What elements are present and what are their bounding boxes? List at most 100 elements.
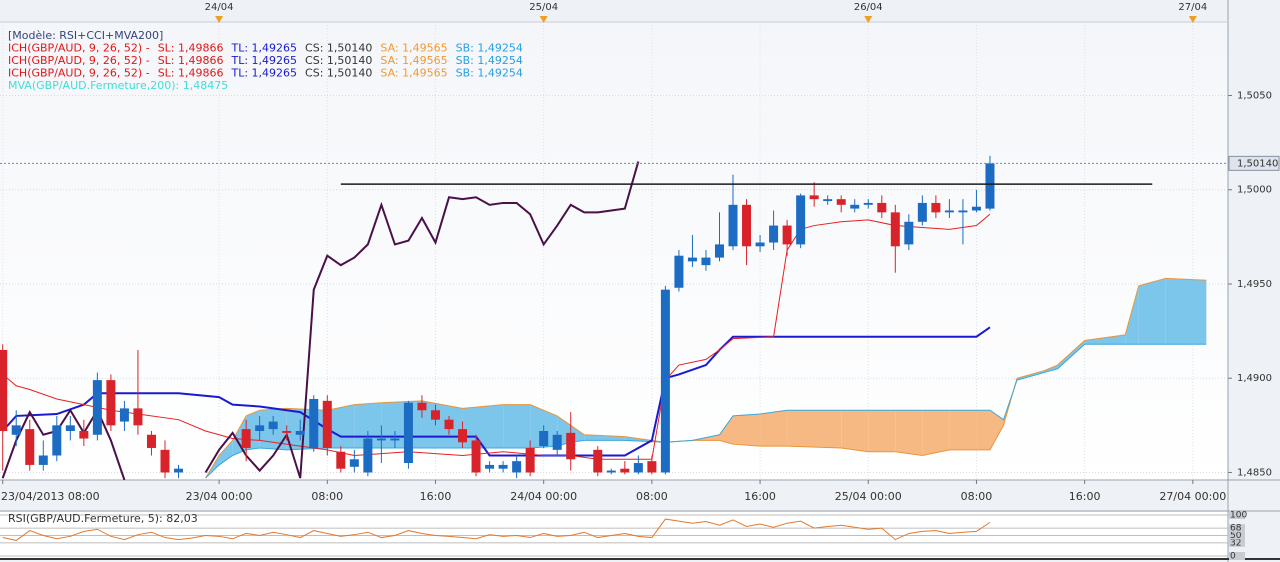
legend-line: ICH(GBP/AUD, 9, 26, 52) - SL: 1,49866 TL: … (8, 42, 523, 55)
candle-body (823, 199, 833, 202)
candle-body (349, 459, 359, 467)
plot-area (0, 155, 1228, 480)
legend-text: ICH(GBP/AUD, 9, 26, 52) - (8, 42, 150, 55)
cloud-segment (841, 410, 869, 452)
candle-body (620, 468, 630, 473)
candle-body (687, 257, 697, 262)
candle-body (363, 438, 373, 473)
indicator-legend: [Modèle: RSI+CCI+MVA200]ICH(GBP/AUD, 9, … (8, 29, 523, 92)
candle-body (512, 461, 522, 473)
candle-body (336, 451, 346, 469)
legend-text: TL: 1,49265 (231, 67, 298, 80)
candle-body (701, 257, 711, 266)
cloud-segment (462, 404, 504, 448)
legend-text: ICH(GBP/AUD, 9, 26, 52) - (8, 54, 150, 67)
candle-body (79, 430, 89, 439)
last-price-label: 1,50140 (1237, 158, 1278, 169)
legend-text: [Modèle: RSI+CCI+MVA200] (8, 29, 163, 42)
senkou-b (205, 343, 1207, 479)
candle-body (566, 432, 576, 460)
candle-body (890, 212, 900, 247)
legend-text: SB: 1,49254 (456, 42, 523, 55)
candle-body (0, 349, 8, 431)
rsi-tick-label: 0 (1230, 552, 1236, 562)
cloud-segment (949, 410, 977, 450)
rsi-line (2, 518, 991, 541)
candle-body (971, 206, 981, 211)
candle-body (282, 430, 292, 433)
cloud-segment (421, 400, 463, 448)
date-label: 27/04 (1178, 2, 1207, 13)
candle-body (458, 429, 468, 443)
legend-text: CS: 1,50140 (305, 67, 372, 80)
candle-body (92, 380, 102, 435)
legend-text: SL: 1,49866 (158, 54, 224, 67)
candle-body (444, 419, 454, 430)
x-tick-label: 16:00 (1069, 490, 1101, 503)
candle-body (146, 434, 156, 448)
candle-body (471, 440, 481, 473)
y-tick-label: 1,4950 (1237, 279, 1272, 290)
y-tick-label: 1,4850 (1237, 467, 1272, 478)
candle-body (11, 425, 21, 435)
cloud-segment (989, 410, 1004, 450)
rsi-tick-box (1229, 511, 1245, 519)
rsi-tick-box (1229, 552, 1245, 560)
legend-text: SA: 1,49565 (380, 42, 447, 55)
rsi-tick-label: 100 (1230, 511, 1247, 521)
legend-text: TL: 1,49265 (231, 42, 298, 55)
grid (0, 22, 1228, 480)
candle-body (552, 434, 562, 450)
candle-body (295, 430, 305, 435)
rsi-tick-label: 32 (1230, 538, 1241, 548)
candle-body (809, 195, 819, 200)
candle-body (498, 464, 508, 469)
candle-body (65, 425, 75, 431)
candle-body (647, 461, 657, 473)
legend-line: MVA(GBP/AUD.Fermeture,200): 1,48475 (8, 79, 228, 92)
candle-body (917, 202, 927, 222)
x-tick-label: 24/04 00:00 (510, 490, 577, 503)
cloud-segment (286, 408, 328, 450)
candle-body (38, 455, 48, 465)
candle-body (660, 289, 670, 473)
candle-body (539, 430, 549, 447)
last-price-box (1228, 155, 1280, 171)
x-tick-label: 27/04 00:00 (1159, 490, 1226, 503)
x-tick-label: 08:00 (311, 490, 343, 503)
cloud-segment (1057, 340, 1085, 369)
legend-text: SA: 1,49565 (380, 54, 447, 67)
rsi-plot (2, 518, 991, 541)
candle-body (782, 225, 792, 245)
x-tick-label: 08:00 (961, 490, 993, 503)
candle-body (322, 400, 332, 448)
candle-body (25, 429, 35, 465)
legend-line: ICH(GBP/AUD, 9, 26, 52) - SL: 1,49866 TL: … (8, 67, 523, 80)
date-marker (539, 16, 548, 23)
cloud-segment (976, 410, 990, 450)
x-tick-label: 16:00 (420, 490, 452, 503)
candle-body (119, 408, 129, 422)
cloud-segment (922, 410, 950, 456)
candle-body (836, 199, 846, 205)
cloud-segment (895, 410, 923, 456)
candle-body (525, 447, 535, 473)
candle-body (877, 202, 887, 213)
date-label: 26/04 (854, 2, 883, 13)
candle-body (904, 221, 914, 245)
legend-text: TL: 1,49265 (231, 54, 298, 67)
candle-body (796, 195, 806, 245)
candle-body (958, 210, 968, 213)
candle-body (931, 202, 941, 213)
rsi-title: RSI(GBP/AUD.Fermeture, 5): 82,03 (8, 512, 198, 525)
candle-body (160, 449, 170, 473)
date-marker (1188, 16, 1197, 23)
candle-body (769, 225, 779, 243)
candle-body (309, 398, 319, 448)
candle-body (485, 464, 495, 469)
cloud-segment (733, 414, 761, 447)
candle-body (742, 204, 752, 247)
candle-body (390, 438, 400, 441)
legend-text: SL: 1,49866 (158, 42, 224, 55)
